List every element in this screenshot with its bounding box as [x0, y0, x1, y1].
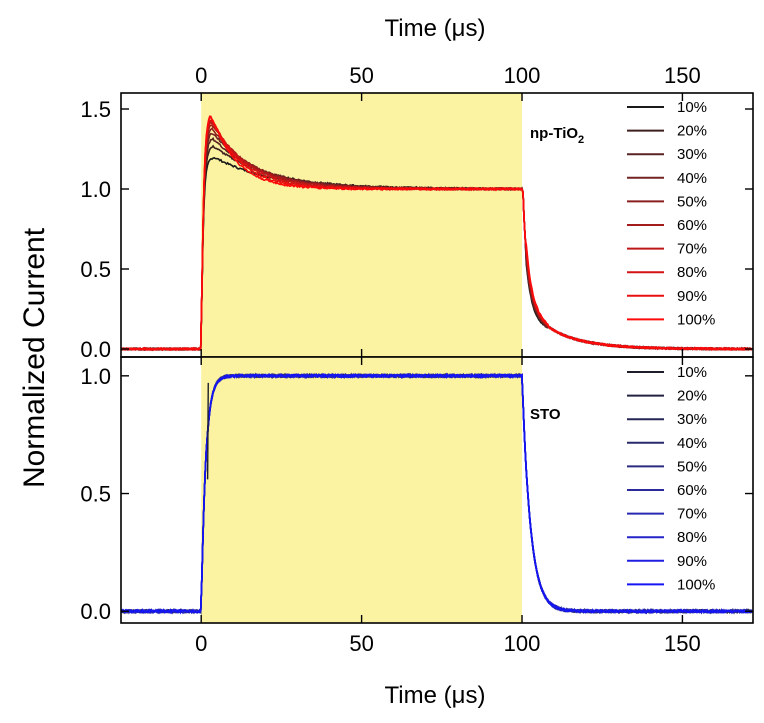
legend-label: 20%: [677, 123, 707, 140]
y-tick-label: 1.5: [80, 97, 111, 122]
legend-label: 90%: [677, 288, 707, 305]
legend-label: 50%: [677, 458, 707, 475]
legend-label: 80%: [677, 264, 707, 281]
y-axis-title: Normalized Current: [18, 227, 51, 488]
y-tick-label: 1.0: [80, 177, 111, 202]
y-tick-label: 0.0: [80, 337, 111, 362]
illumination-region: [201, 357, 523, 623]
legend-label: 100%: [677, 311, 715, 328]
y-tick-label: 0.5: [80, 482, 111, 507]
legend-label: 70%: [677, 241, 707, 258]
panel-bottom: 0.0 0.5 1.0 0 50 100 150 Time (μs) 10% 20% 30% 40% 5…: [80, 356, 754, 709]
panel-label-sto: STO: [530, 406, 561, 423]
illumination-region: [201, 93, 523, 357]
x-tick-label-top: 50: [349, 63, 373, 88]
x-axis-title-bottom: Time (μs): [385, 682, 486, 709]
x-tick-label-top: 0: [195, 63, 207, 88]
x-tick-label-bottom: 0: [195, 631, 207, 656]
panel-label-np-tio2: np-TiO2: [530, 125, 584, 146]
legend-label: 90%: [677, 553, 707, 570]
plot-frame: [120, 356, 754, 624]
y-tick-label: 1.0: [80, 364, 111, 389]
x-tick-label-top: 150: [664, 63, 701, 88]
legend-label: 60%: [677, 217, 707, 234]
panel-top: 0.0 0.5 1.0 1.5 0 50 100 150 Time (μs) Normalized…: [18, 15, 754, 488]
legend-label: 10%: [677, 364, 707, 381]
legend-label: 50%: [677, 193, 707, 210]
legend-label: 100%: [677, 576, 715, 593]
legend-label: 10%: [677, 99, 707, 116]
y-tick-label: 0.5: [80, 257, 111, 282]
legend-label: 70%: [677, 506, 707, 523]
legend-label: 80%: [677, 529, 707, 546]
transient-spike: [206, 382, 209, 480]
y-tick-label: 0.0: [80, 599, 111, 624]
series-line-100pct: [120, 115, 753, 352]
legend-label: 20%: [677, 388, 707, 405]
x-tick-label-bottom: 100: [504, 631, 541, 656]
legend-label: 30%: [677, 146, 707, 163]
legend-label: 30%: [677, 411, 707, 428]
legend-label: 40%: [677, 435, 707, 452]
x-tick-label-top: 100: [504, 63, 541, 88]
legend-label: 40%: [677, 170, 707, 187]
legend-label: 60%: [677, 482, 707, 499]
series-line-100pct: [120, 372, 753, 615]
x-tick-label-bottom: 150: [664, 631, 701, 656]
x-tick-label-bottom: 50: [349, 631, 373, 656]
x-axis-title-top: Time (μs): [385, 15, 486, 42]
